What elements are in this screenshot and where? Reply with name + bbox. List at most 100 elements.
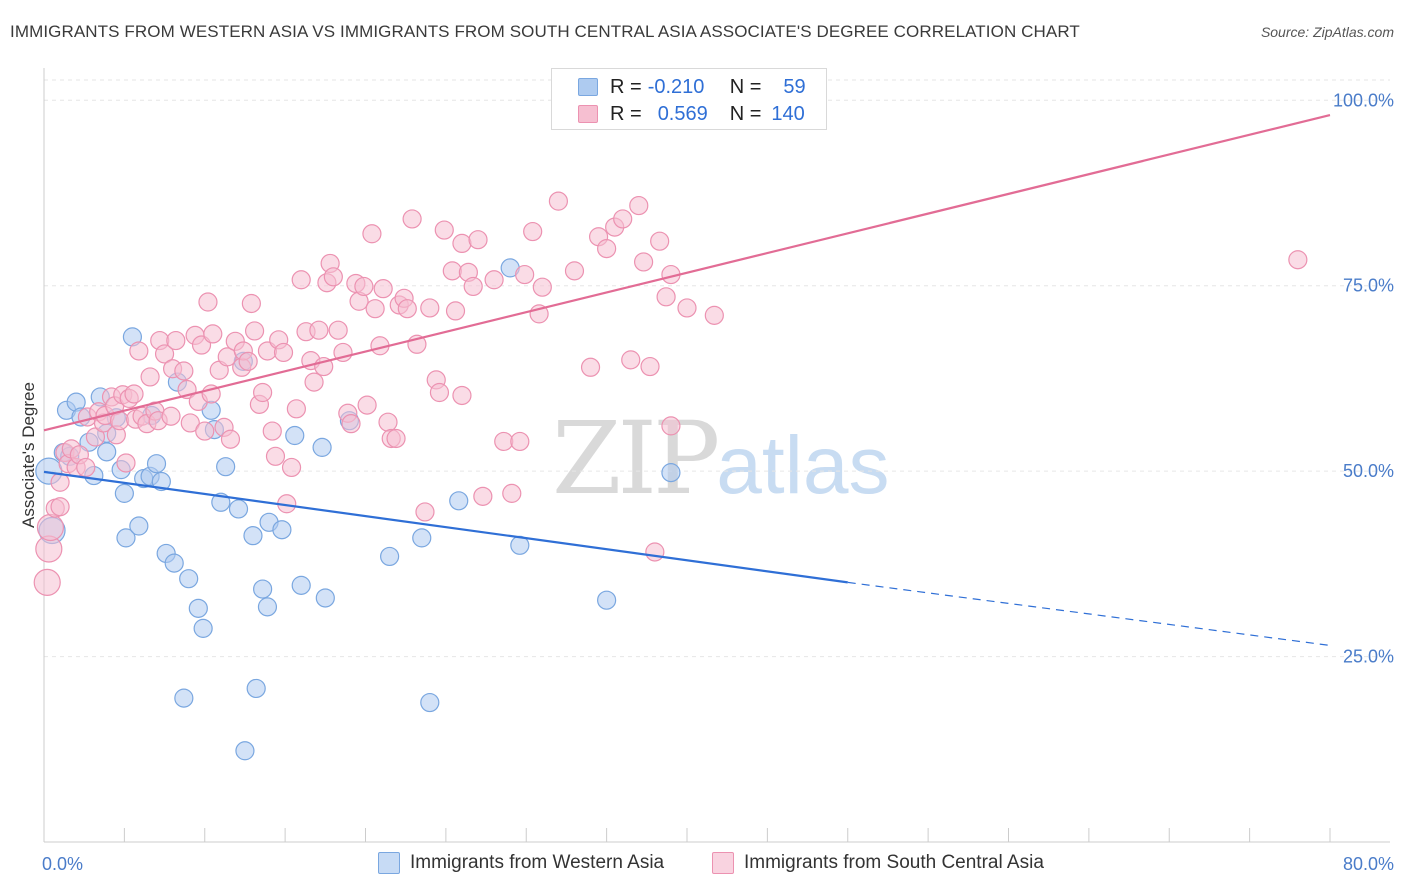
data-point: [262, 421, 282, 441]
data-point: [365, 299, 385, 319]
data-point: [253, 579, 273, 599]
bottom-legend-label: Immigrants from South Central Asia: [744, 852, 1044, 873]
data-point: [116, 453, 136, 473]
data-point: [291, 270, 311, 290]
y-tick-label: 50.0%: [1343, 461, 1394, 481]
data-point: [116, 528, 136, 548]
data-point: [243, 526, 263, 546]
data-point: [362, 224, 382, 244]
data-point: [434, 220, 454, 240]
trend-lines: [43, 114, 1331, 647]
data-point: [164, 553, 184, 573]
data-point: [146, 454, 167, 474]
data-point: [677, 298, 697, 318]
data-point: [174, 361, 194, 381]
data-point: [597, 239, 617, 259]
data-point: [281, 457, 302, 478]
data-point: [328, 320, 348, 340]
data-point: [515, 264, 535, 285]
data-point: [228, 499, 249, 519]
data-point: [188, 598, 208, 618]
legend-r-value: 0.569: [657, 102, 708, 125]
data-point: [216, 457, 236, 477]
data-point: [193, 618, 213, 638]
data-point: [452, 385, 472, 406]
data-point: [97, 442, 117, 462]
data-point: [124, 384, 144, 404]
data-point: [650, 231, 670, 251]
data-point: [195, 421, 215, 441]
y-tick-label: 100.0%: [1333, 90, 1394, 110]
data-point: [661, 416, 681, 436]
data-point: [265, 446, 286, 466]
x-tick-label: 0.0%: [42, 854, 83, 874]
data-point: [253, 382, 273, 403]
data-point: [154, 344, 175, 364]
data-point: [291, 575, 311, 595]
data-point: [244, 321, 265, 341]
data-point: [166, 330, 186, 351]
data-point: [640, 356, 660, 377]
watermark-zip: ZIP: [552, 400, 720, 517]
data-point: [161, 406, 181, 426]
data-point: [174, 688, 194, 708]
legend-n-label: N =: [729, 102, 762, 125]
trend-line-western-asia: [43, 470, 848, 584]
data-point: [580, 357, 601, 377]
data-point: [246, 678, 266, 699]
data-point: [129, 516, 149, 536]
data-point: [523, 221, 543, 242]
data-point: [315, 588, 335, 608]
data-point: [661, 463, 681, 483]
series-western-asia: [35, 258, 681, 761]
data-point: [645, 542, 665, 562]
data-point: [629, 195, 649, 216]
x-tick-label: 80.0%: [1343, 854, 1394, 874]
data-point: [273, 342, 294, 363]
data-point: [33, 568, 61, 596]
trend-line-south-central-asia: [43, 114, 1331, 432]
data-point: [179, 569, 199, 589]
tick-labels: 25.0% 50.0% 75.0% 100.0% 0.0% 80.0% Associate'…: [19, 90, 1394, 874]
y-axis-label: Associate's Degree: [19, 382, 38, 528]
legend-r-label: R =: [610, 75, 642, 98]
data-point: [532, 277, 552, 297]
bottom-legend-label: Immigrants from Western Asia: [410, 852, 665, 873]
y-tick-label: 25.0%: [1343, 647, 1394, 667]
data-point: [420, 692, 440, 713]
chart-title: IMMIGRANTS FROM WESTERN ASIA VS IMMIGRAN…: [10, 22, 1080, 41]
bottom-swatch-blue: [378, 852, 400, 874]
data-point: [257, 597, 278, 617]
data-point: [140, 367, 160, 387]
data-point: [468, 230, 488, 250]
data-point: [76, 457, 96, 478]
legend-swatch-pink: [578, 105, 598, 123]
data-point: [114, 483, 134, 503]
data-point: [341, 414, 361, 434]
source-label: Source: ZipAtlas.com: [1260, 24, 1394, 40]
legend-row-south-central-asia: R = 0.569 N = 140: [578, 101, 805, 127]
data-point: [564, 261, 585, 281]
data-point: [473, 486, 493, 506]
legend-n-label: N =: [729, 75, 762, 98]
legend-n-value: 140: [771, 102, 805, 125]
trend-extension-western-asia: [847, 581, 1331, 647]
bottom-legend-western-asia: Immigrants from Western Asia: [378, 852, 664, 874]
data-point: [613, 209, 633, 229]
data-point: [220, 429, 241, 449]
data-point: [309, 320, 329, 340]
data-point: [1288, 250, 1308, 270]
watermark-atlas: atlas: [716, 420, 890, 511]
data-point: [304, 372, 324, 392]
data-point: [286, 399, 306, 419]
legend-swatch-blue: [578, 78, 598, 96]
data-point: [402, 209, 422, 229]
data-point: [235, 741, 255, 761]
data-point: [36, 513, 65, 542]
data-point: [238, 351, 258, 371]
data-point: [397, 299, 417, 319]
data-point: [50, 497, 70, 517]
data-point: [452, 233, 472, 254]
data-point: [241, 293, 261, 314]
